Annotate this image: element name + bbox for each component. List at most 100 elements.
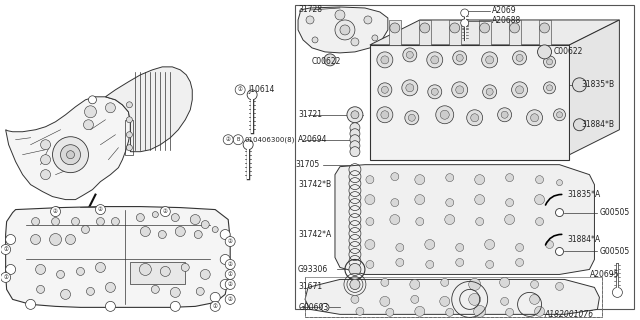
Circle shape [420,23,430,33]
Circle shape [445,199,454,207]
Circle shape [516,54,523,61]
Circle shape [350,147,360,157]
Circle shape [445,174,454,182]
Circle shape [612,287,622,297]
Circle shape [538,45,552,59]
Circle shape [36,264,45,275]
Circle shape [479,23,490,33]
Circle shape [158,230,166,238]
Circle shape [396,259,404,267]
Circle shape [111,218,120,226]
Circle shape [381,278,389,286]
Circle shape [243,140,253,150]
Circle shape [440,110,449,119]
Circle shape [366,260,374,268]
Circle shape [501,111,508,118]
Circle shape [500,297,509,305]
Circle shape [170,287,180,297]
Circle shape [195,230,202,238]
Circle shape [161,267,170,276]
Circle shape [225,279,235,289]
Circle shape [536,218,543,226]
Circle shape [81,226,90,234]
Circle shape [126,117,132,123]
Circle shape [456,244,464,252]
Bar [305,277,602,317]
Circle shape [1,272,11,283]
Circle shape [402,80,418,96]
Circle shape [406,84,414,92]
Circle shape [106,103,115,113]
Circle shape [381,86,388,93]
Text: 31835*A: 31835*A [568,190,601,199]
Circle shape [500,277,509,287]
Text: 31728: 31728 [298,5,322,14]
Circle shape [482,52,498,68]
Text: 31884*B: 31884*B [582,120,614,129]
Circle shape [225,236,235,246]
Circle shape [377,107,393,123]
Bar [131,262,185,284]
Circle shape [531,280,538,288]
Circle shape [220,229,230,239]
Bar [449,20,461,45]
Circle shape [95,204,106,215]
Text: ②: ② [98,207,103,212]
Circle shape [31,218,40,226]
Circle shape [52,137,88,173]
Circle shape [557,180,563,186]
Circle shape [440,296,450,306]
Circle shape [545,241,554,249]
Circle shape [350,279,360,289]
Circle shape [340,25,350,35]
Circle shape [151,285,159,293]
Circle shape [415,306,425,316]
Circle shape [380,296,390,306]
Circle shape [372,35,378,41]
Circle shape [95,262,106,272]
Circle shape [312,37,318,43]
Circle shape [366,218,374,226]
Circle shape [391,173,399,180]
Circle shape [97,218,104,226]
Text: C00622: C00622 [312,57,341,66]
Circle shape [468,278,481,291]
Text: ②: ② [228,297,232,302]
Circle shape [486,56,493,64]
Bar [538,20,550,45]
Circle shape [126,102,132,108]
Circle shape [415,175,425,185]
Circle shape [513,51,527,65]
Text: ②: ② [228,239,232,244]
Circle shape [573,119,586,131]
Circle shape [431,88,438,95]
Circle shape [557,112,563,118]
Text: 31884*A: 31884*A [568,235,600,244]
Circle shape [431,56,439,64]
Circle shape [72,218,79,226]
Circle shape [84,106,97,118]
Polygon shape [570,20,620,155]
Text: ②: ② [228,282,232,287]
Circle shape [445,308,454,316]
Text: A182001076: A182001076 [545,310,594,319]
Circle shape [40,140,51,150]
Circle shape [408,114,415,121]
Circle shape [350,279,360,289]
Circle shape [381,111,389,119]
Text: 31705: 31705 [295,160,319,169]
Circle shape [225,260,235,269]
Polygon shape [6,97,131,200]
Text: G00603: G00603 [299,303,330,312]
Circle shape [403,48,417,62]
Circle shape [456,259,464,267]
Circle shape [86,287,95,295]
Circle shape [516,244,524,252]
Circle shape [416,218,424,226]
Polygon shape [305,279,600,314]
Circle shape [470,114,479,122]
Circle shape [516,259,524,267]
Circle shape [196,287,204,295]
Text: 31835*B: 31835*B [582,80,614,89]
Circle shape [467,110,483,126]
